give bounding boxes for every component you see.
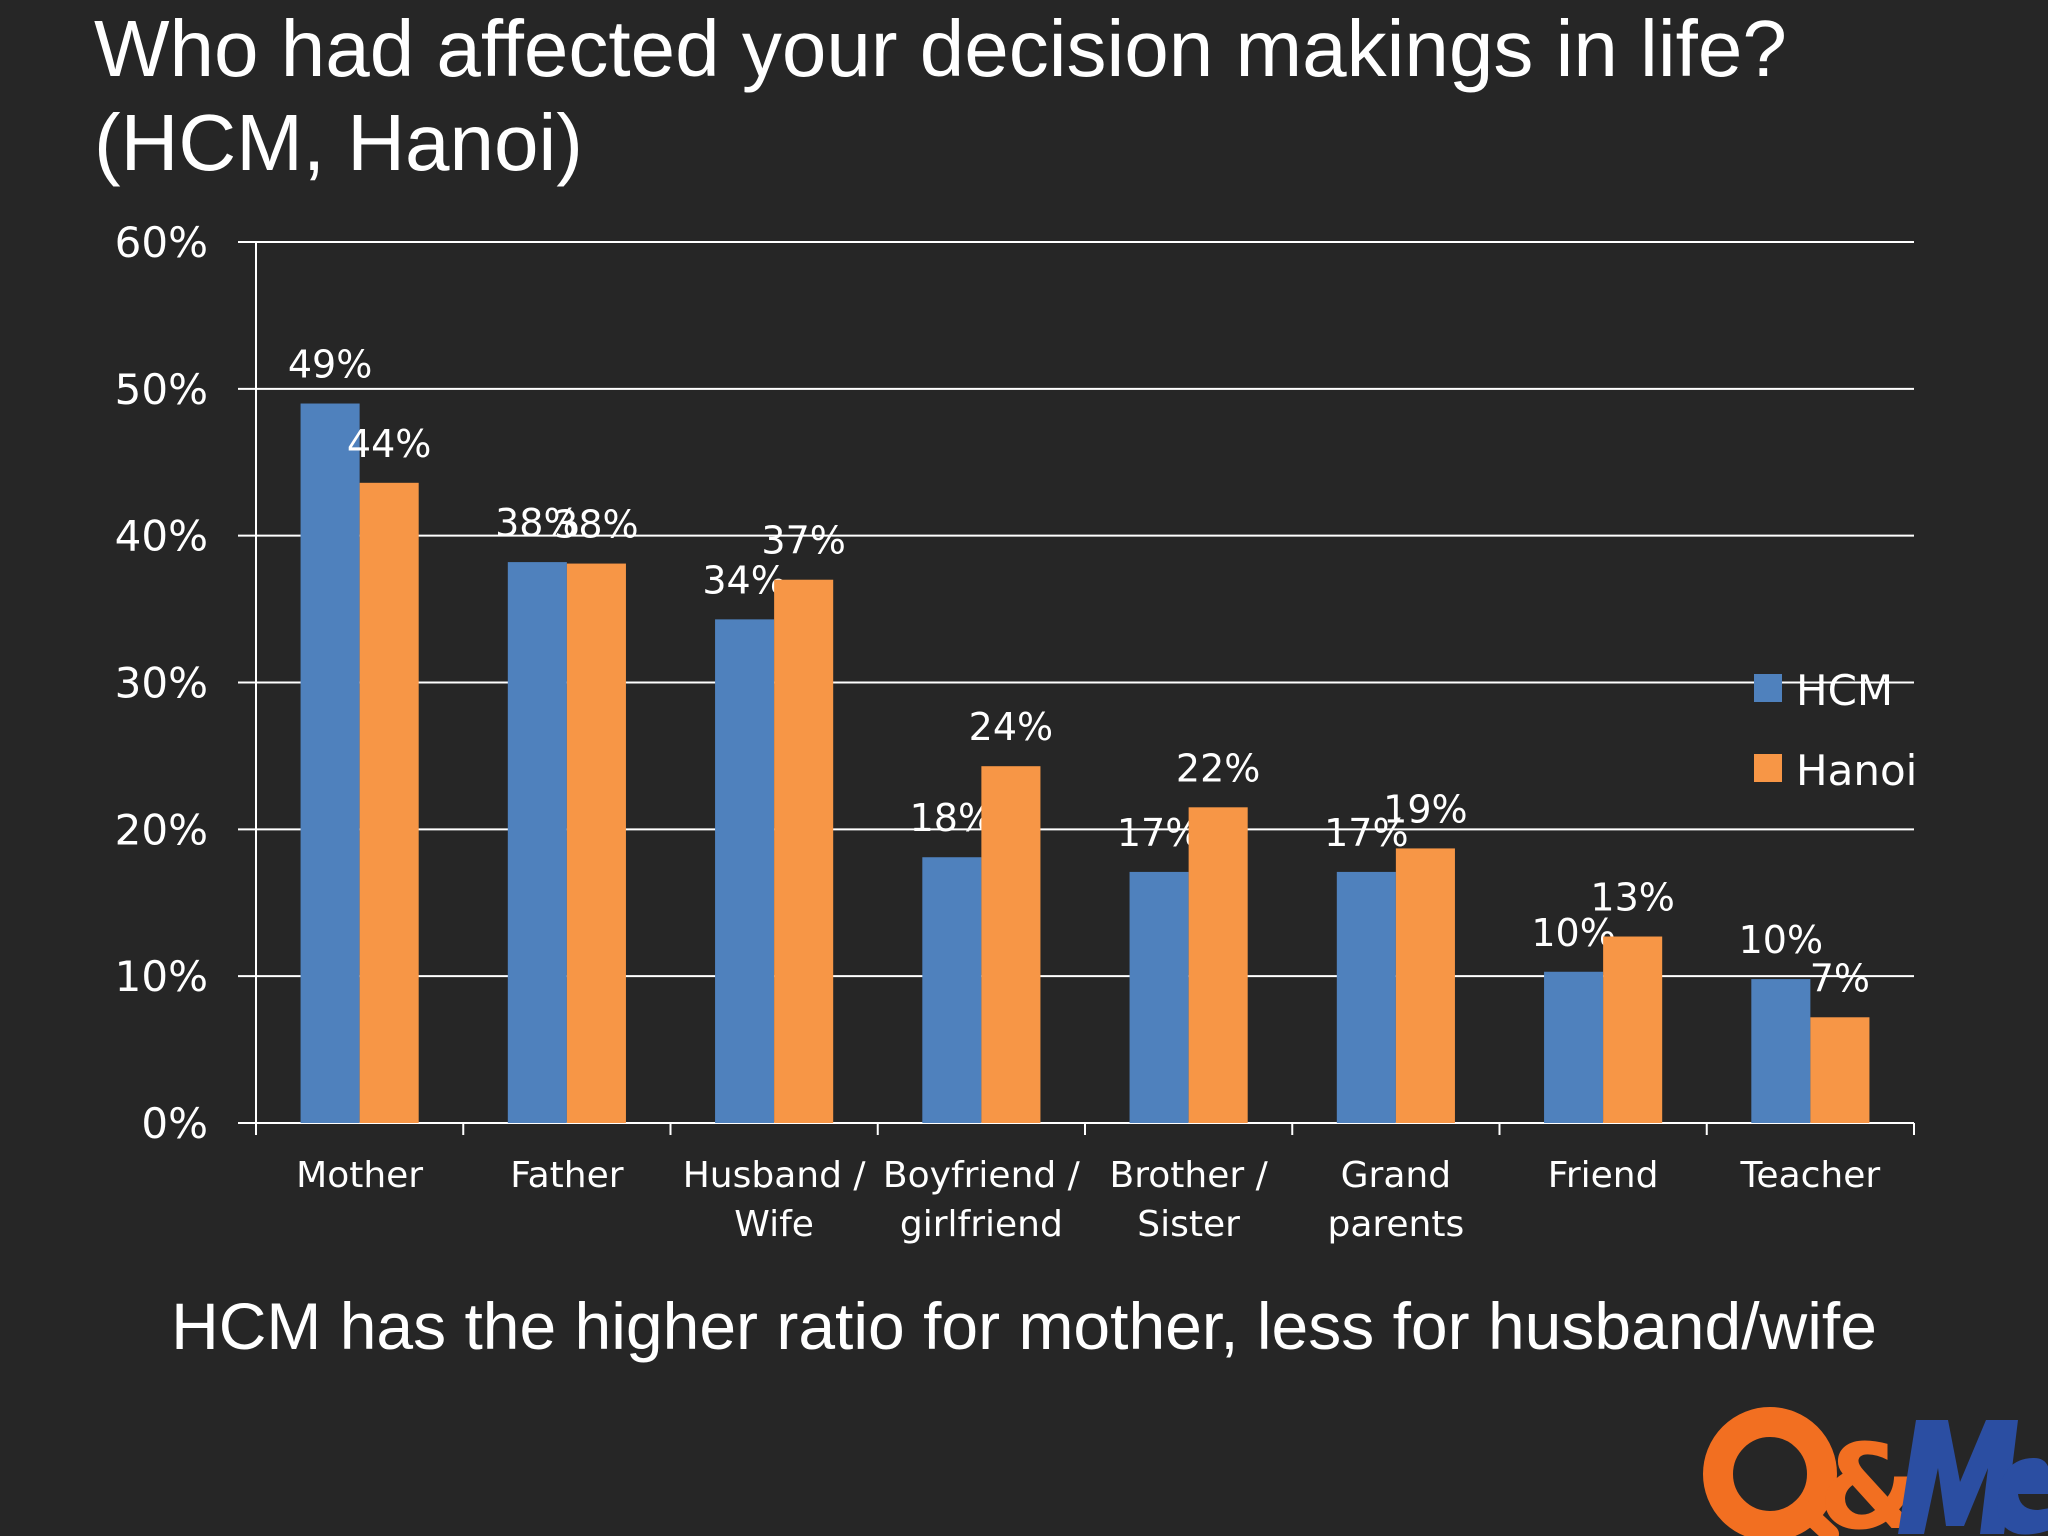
chart-caption: HCM has the higher ratio for mother, les…	[171, 1289, 1877, 1363]
bar-hcm	[300, 403, 360, 1123]
x-category-label: Boyfriend /	[883, 1155, 1081, 1196]
y-tick-label: 50%	[115, 365, 208, 414]
legend-swatch-hcm	[1754, 674, 1782, 702]
legend-label-hcm: HCM	[1796, 666, 1893, 715]
x-category-label: parents	[1327, 1204, 1464, 1245]
logo-m	[1898, 1420, 2018, 1534]
x-category-label: Husband /	[683, 1155, 867, 1196]
bar-hanoi	[1395, 848, 1455, 1123]
bar-hcm	[507, 562, 567, 1123]
qme-logo: &	[1703, 1407, 2048, 1536]
y-tick-label: 60%	[115, 218, 208, 267]
y-tick-label: 30%	[115, 659, 208, 708]
x-category-label: Wife	[734, 1204, 814, 1245]
bar-hanoi	[1810, 1017, 1870, 1123]
x-category-label: Brother /	[1110, 1155, 1269, 1196]
data-label-hanoi: 7%	[1810, 956, 1870, 1000]
bar-hanoi	[359, 482, 419, 1124]
data-label-hcm: 17%	[1117, 811, 1201, 855]
bar-hcm	[1129, 871, 1189, 1123]
x-category-label: Teacher	[1740, 1155, 1881, 1196]
chart-title-line-1: Who had affected your decision makings i…	[94, 4, 1787, 93]
data-label-hcm: 10%	[1531, 911, 1615, 955]
legend-label-hanoi: Hanoi	[1796, 746, 1917, 795]
data-label-hanoi: 13%	[1590, 876, 1674, 920]
data-label-hcm: 34%	[702, 558, 786, 602]
legend-swatch-hanoi	[1754, 754, 1782, 782]
bar-hcm	[1751, 979, 1811, 1123]
logo-q-ring	[1703, 1407, 1837, 1536]
data-label-hanoi: 44%	[347, 422, 431, 466]
x-category-label: Sister	[1137, 1204, 1240, 1245]
data-label-hcm: 49%	[288, 343, 372, 387]
x-category-label: Mother	[296, 1155, 423, 1196]
data-label-hcm: 10%	[1739, 918, 1823, 962]
logo-q-handle	[1793, 1499, 1839, 1536]
data-label-hanoi: 38%	[554, 503, 638, 547]
y-tick-label: 40%	[115, 512, 208, 561]
bar-hcm	[1336, 871, 1396, 1123]
y-tick-label: 0%	[141, 1099, 208, 1148]
chart-title: Who had affected your decision makings i…	[94, 2, 1974, 190]
x-category-label: Father	[510, 1155, 624, 1196]
data-label-hanoi: 19%	[1383, 787, 1467, 831]
bar-hanoi	[981, 766, 1041, 1123]
chart-title-line-2: (HCM, Hanoi)	[94, 98, 583, 187]
bar-hcm	[922, 857, 982, 1123]
x-category-label: girlfriend	[900, 1204, 1063, 1245]
data-label-hanoi: 22%	[1176, 746, 1260, 790]
x-category-label: Friend	[1548, 1155, 1659, 1196]
data-label-hcm: 38%	[495, 501, 579, 545]
data-label-hcm: 18%	[910, 796, 994, 840]
bar-hcm	[715, 619, 775, 1123]
bar-hcm	[1544, 971, 1604, 1123]
data-label-hcm: 17%	[1324, 811, 1408, 855]
bar-hanoi	[774, 579, 834, 1123]
logo-e	[1997, 1458, 2048, 1535]
bar-hanoi	[1603, 936, 1663, 1123]
data-label-hanoi: 37%	[761, 519, 845, 563]
y-tick-label: 10%	[115, 952, 208, 1001]
y-tick-label: 20%	[115, 805, 208, 854]
x-category-label: Grand	[1341, 1155, 1451, 1196]
bar-hanoi	[566, 563, 626, 1123]
bar-hanoi	[1188, 807, 1248, 1123]
data-label-hanoi: 24%	[969, 705, 1053, 749]
